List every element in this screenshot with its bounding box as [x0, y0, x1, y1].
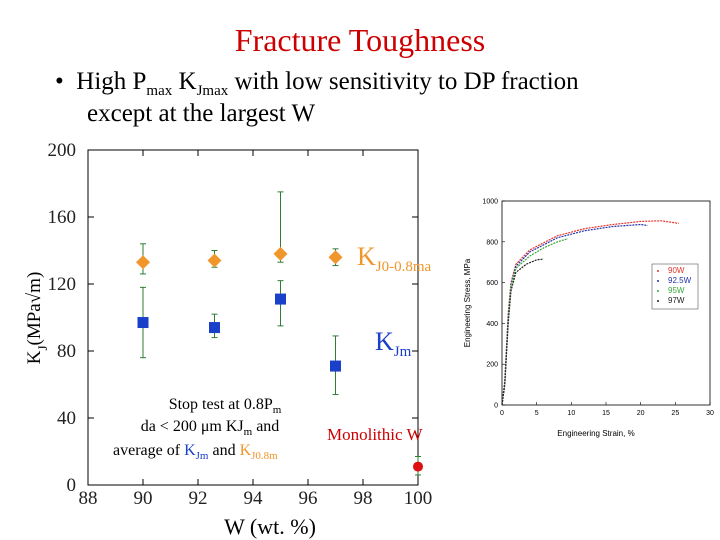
bullet-text-c: with low sensitivity to DP fraction: [228, 68, 579, 95]
stop-note-line-1: Stop test at 0.8Pm: [169, 396, 282, 416]
x-tick-label: 88: [79, 488, 98, 509]
stop-note-3-and: and: [208, 442, 239, 459]
stop-note-2a: da < 200 μm KJ: [141, 418, 244, 435]
slide-title: Fracture Toughness: [234, 22, 486, 58]
stop-note-3a: average of: [113, 442, 184, 459]
inset-legend-label: 95W: [668, 286, 685, 295]
kjm-square-point: [209, 322, 220, 334]
y-label-sub: J: [35, 345, 50, 350]
inset-x-tick-label: 10: [567, 410, 575, 417]
svg-text:KJ(MPa√m): KJ(MPa√m): [24, 272, 50, 365]
y-tick-label: 80: [57, 341, 76, 362]
inset-x-tick-label: 5: [535, 410, 539, 417]
bullet-sub-max: max: [146, 83, 173, 99]
y-tick-label: 40: [57, 408, 76, 429]
stress-strain-inset: 0 5 10 15 20 25 30 0 200 400 600 800 1000 Engineerin…: [463, 199, 714, 439]
inset-legend-dot: [657, 300, 659, 302]
x-tick-label: 92: [189, 488, 208, 509]
inset-legend: [651, 263, 699, 310]
stop-note-2-sub: m: [244, 426, 253, 438]
y-label-units: (MPa√m): [24, 272, 45, 346]
bullet-line-1: • High Pmax KJmax with low sensitivity t…: [55, 68, 579, 100]
stop-note-3-k1: K: [184, 442, 196, 459]
stop-note-1a: Stop test at 0.8P: [169, 396, 273, 413]
x-axis-label: W (wt. %): [224, 514, 316, 539]
inset-y-tick-label: 800: [486, 239, 498, 246]
inset-y-label-wrap: Engineering Stress, MPa: [463, 258, 472, 347]
inset-y-tick-label: 0: [494, 403, 498, 410]
inset-legend-dot: [657, 280, 659, 282]
inset-legend-dot: [657, 270, 659, 272]
stop-note-1-sub: m: [273, 404, 282, 416]
kjm-square-point: [137, 317, 149, 329]
kj08-diamond-point: [273, 246, 288, 261]
inset-legend-label: 92.5W: [668, 276, 692, 285]
stop-note-line-2: da < 200 μm KJm and: [141, 418, 280, 438]
inset-x-tick-label: 30: [706, 410, 714, 417]
y-axis-label: KJ(MPa√m): [24, 272, 50, 365]
label-kjm: KJm: [375, 327, 412, 360]
inset-curves: [501, 220, 679, 406]
stop-note-2b: and: [252, 418, 279, 435]
y-label-k: K: [24, 350, 45, 364]
inset-x-tick-label: 15: [602, 410, 610, 417]
inset-y-tick-label: 400: [486, 321, 498, 328]
stop-note-line-3: average of KJm and KJ0.8m: [113, 442, 278, 462]
bullet-text-a: High P: [76, 68, 147, 95]
bullet-marker: •: [55, 68, 64, 95]
bullet-text-b: K: [172, 68, 197, 95]
inset-x-label: Engineering Strain, %: [557, 429, 634, 438]
kjm-square-point: [275, 293, 286, 305]
y-tick-label: 120: [48, 274, 77, 295]
inset-curve-97W: [501, 258, 544, 406]
inset-y-tick-label: 200: [486, 362, 498, 369]
kj08-diamond-point: [207, 253, 222, 268]
inset-legend-label: 90W: [668, 266, 685, 275]
inset-x-tick-label: 0: [500, 410, 504, 417]
axis-ticks: 88 90 92 94 96 98 100 0 40 80 120 160 200: [48, 140, 433, 509]
x-tick-label: 90: [134, 488, 153, 509]
x-tick-label: 94: [244, 488, 264, 509]
y-tick-label: 160: [48, 207, 77, 228]
inset-legend-dot: [657, 290, 659, 292]
y-tick-label: 0: [67, 475, 77, 496]
inset-y-tick-label: 600: [486, 280, 498, 287]
label-monolithic: Monolithic W: [327, 425, 423, 444]
x-tick-label: 100: [404, 488, 433, 509]
y-tick-label: 200: [48, 140, 77, 161]
label-kjm-sub: Jm: [394, 344, 412, 360]
label-kj08-k: K: [357, 242, 376, 271]
inset-x-tick-label: 20: [637, 410, 645, 417]
stop-note-3-sub2: J0.8m: [251, 450, 278, 462]
kj08-diamond-point: [328, 250, 343, 265]
inset-y-label: Engineering Stress, MPa: [463, 258, 472, 347]
label-kjm-k: K: [375, 327, 394, 356]
stop-note-3-sub1: Jm: [196, 450, 209, 462]
label-kj08-sub: J0-0.8ma: [376, 259, 432, 275]
kjm-square-point: [330, 360, 341, 372]
inset-ticks: 0 5 10 15 20 25 30 0 200 400 600 800 1000: [482, 199, 714, 418]
x-tick-label: 96: [299, 488, 318, 509]
data-markers: [136, 246, 423, 472]
stop-note-3-k2: K: [240, 442, 252, 459]
kj08-diamond-point: [136, 255, 150, 270]
monolithic-point: [413, 461, 423, 472]
bullet-line-2: except at the largest W: [87, 100, 316, 127]
x-tick-label: 98: [354, 488, 373, 509]
inset-curve-90W: [501, 220, 679, 406]
inset-y-tick-label: 1000: [482, 199, 498, 206]
label-kj08: KJ0-0.8ma: [357, 242, 432, 275]
inset-x-tick-label: 25: [671, 410, 679, 417]
bullet-sub-jmax: Jmax: [196, 83, 229, 99]
inset-legend-label: 97W: [668, 296, 685, 305]
